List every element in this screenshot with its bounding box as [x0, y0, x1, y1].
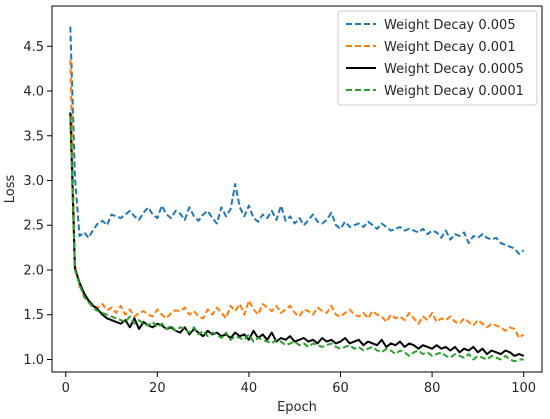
legend: Weight Decay 0.005 Weight Decay 0.001 Weig… [337, 10, 538, 106]
y-tick-label: 4.5 [23, 40, 44, 55]
x-tick-label: 100 [511, 381, 536, 396]
legend-label: Weight Decay 0.0005 [384, 62, 524, 77]
y-tick-label: 1.5 [23, 308, 44, 323]
y-axis-ticks: 1.0 1.5 2.0 2.5 3.0 3.5 4.0 4.5 [23, 40, 52, 368]
legend-box [337, 10, 538, 106]
y-tick-label: 3.5 [23, 129, 44, 144]
y-tick-label: 2.0 [23, 263, 44, 278]
x-tick-label: 0 [62, 381, 70, 396]
series-line-4 [69, 116, 524, 363]
x-tick-label: 40 [241, 381, 258, 396]
legend-label: Weight Decay 0.001 [384, 40, 516, 55]
y-tick-label: 2.5 [23, 219, 44, 234]
x-tick-label: 80 [424, 381, 441, 396]
x-tick-label: 20 [149, 381, 166, 396]
y-tick-label: 4.0 [23, 85, 44, 100]
x-tick-label: 60 [332, 381, 349, 396]
series-line-2 [69, 59, 525, 339]
y-axis-label: Loss [3, 175, 18, 204]
legend-label: Weight Decay 0.005 [384, 18, 516, 33]
plot-frame [51, 5, 543, 373]
x-axis-label: Epoch [277, 400, 317, 415]
x-axis-ticks: 0 20 40 60 80 100 [62, 372, 536, 396]
legend-label: Weight Decay 0.0001 [384, 84, 524, 99]
series-line-1 [69, 26, 525, 255]
y-tick-label: 1.0 [23, 353, 44, 368]
series-lines [69, 26, 525, 363]
y-tick-label: 3.0 [23, 174, 44, 189]
